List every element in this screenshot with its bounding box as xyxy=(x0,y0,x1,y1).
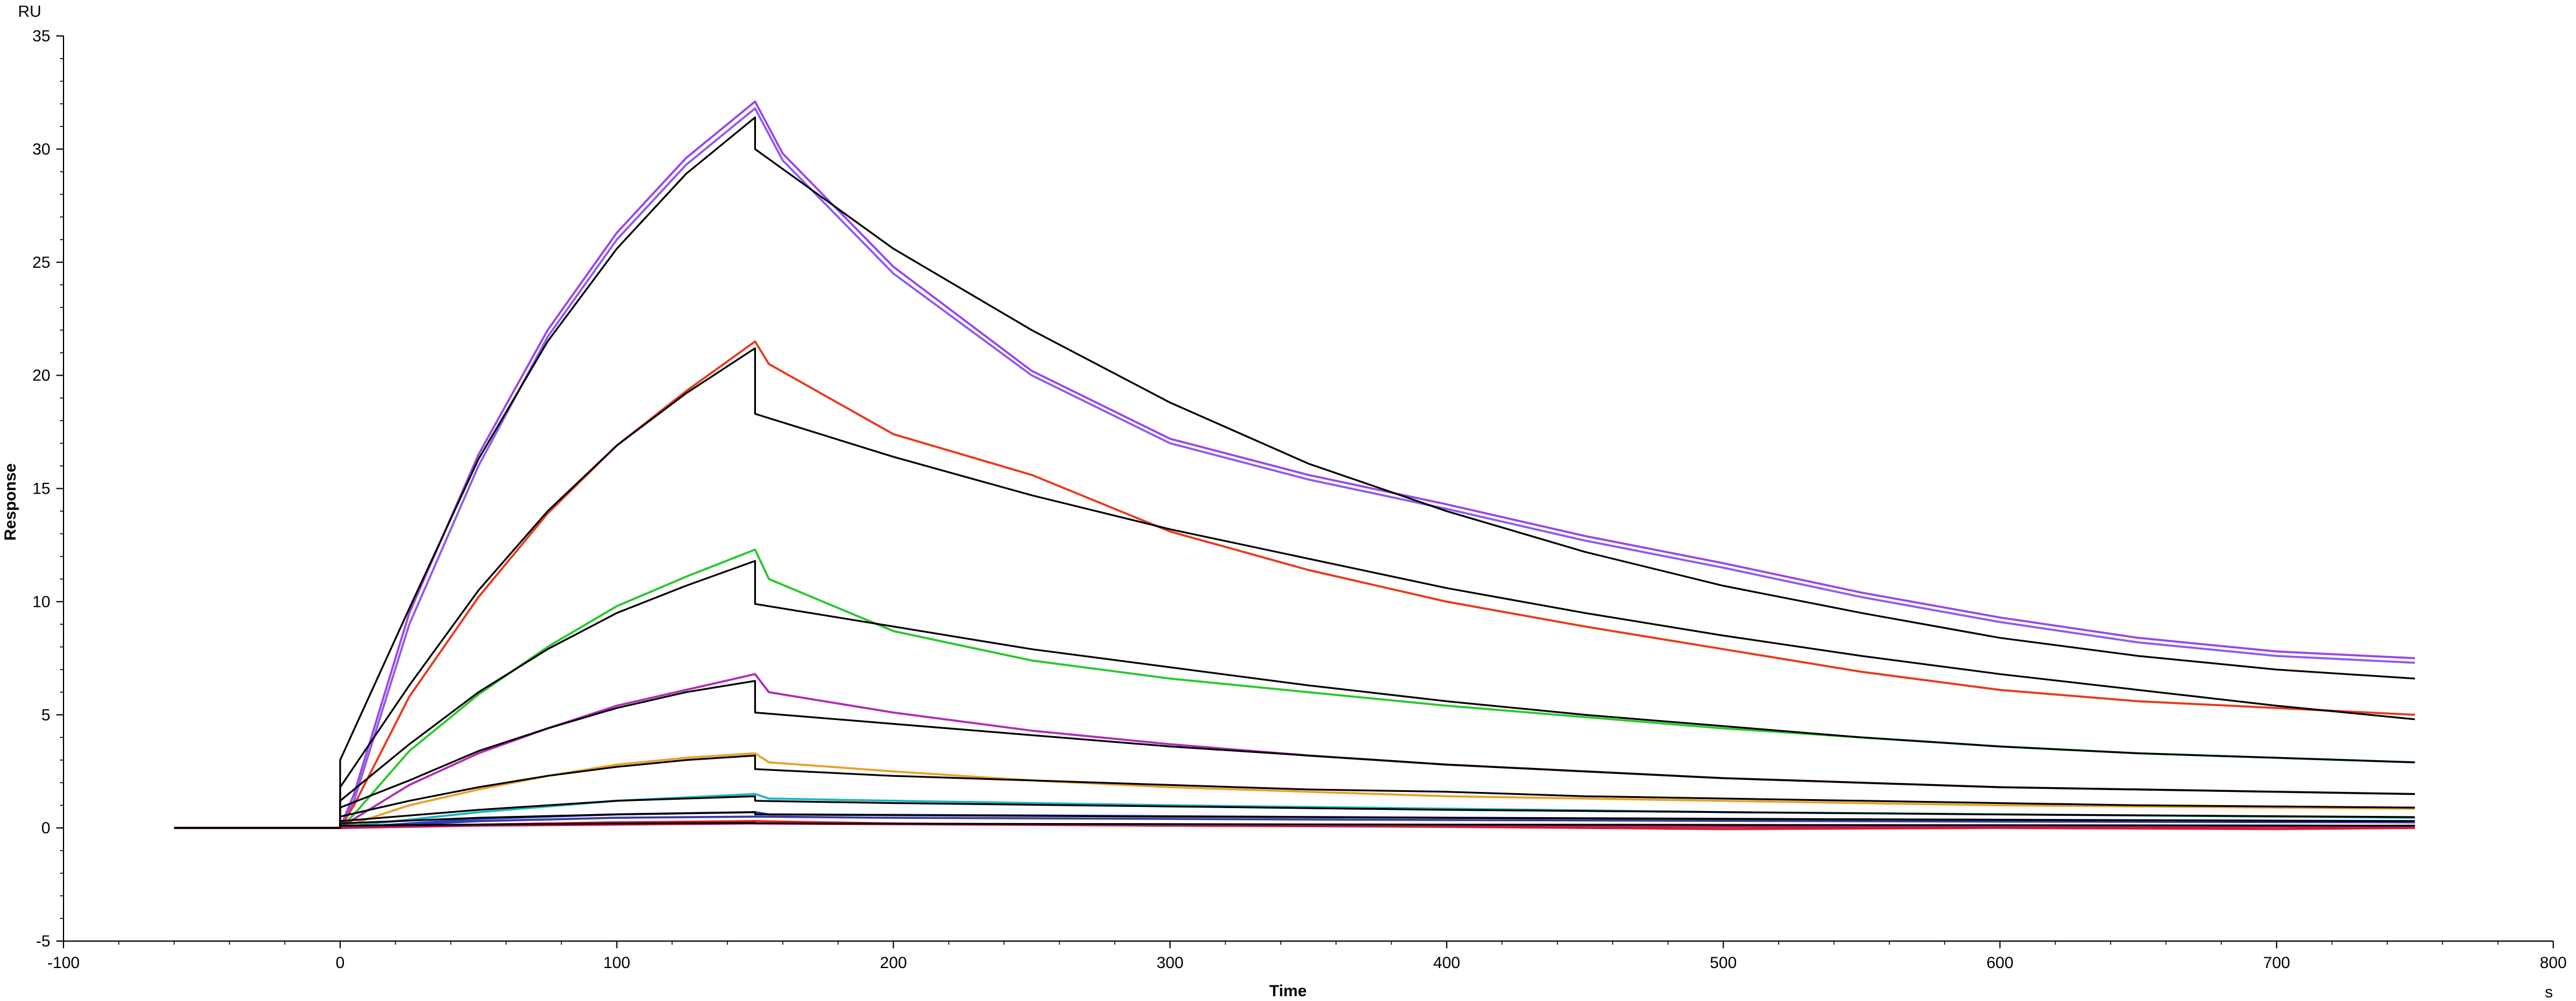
y-tick-label: 20 xyxy=(32,367,50,385)
y-tick-label: 15 xyxy=(32,480,50,498)
x-unit-label: s xyxy=(2545,983,2553,1001)
y-tick-label: 10 xyxy=(32,592,50,610)
y-tick-label: 30 xyxy=(32,140,50,158)
series-line-9 xyxy=(174,680,2415,829)
x-tick-label: 700 xyxy=(2263,954,2290,972)
series-line-4 xyxy=(174,340,2415,829)
chart-axes: -5 0 5 10 15 20 25 30 35 -100 0 100 200 300 400 500 600 7… xyxy=(32,27,2567,972)
y-tick-label: 0 xyxy=(41,819,50,837)
y-axis-title: Response xyxy=(1,463,19,540)
y-tick-label: 25 xyxy=(32,253,50,271)
x-axis-title: Time xyxy=(1269,982,1307,1000)
series-line-10 xyxy=(174,752,2415,829)
series-layer xyxy=(174,100,2415,830)
y-tick-label: 5 xyxy=(41,706,50,724)
series-line-13 xyxy=(174,795,2415,829)
x-tick-label: 400 xyxy=(1433,954,1460,972)
series-line-19 xyxy=(174,822,2415,829)
series-line-6 xyxy=(174,548,2415,829)
series-line-7 xyxy=(174,560,2415,829)
series-line-12 xyxy=(174,793,2415,829)
series-line-5 xyxy=(174,347,2415,829)
x-tick-label: 600 xyxy=(1987,954,2013,972)
x-tick-label: 300 xyxy=(1157,954,1184,972)
series-line-1 xyxy=(174,100,2415,829)
x-tick-label: 200 xyxy=(880,954,907,972)
x-tick-label: 100 xyxy=(603,954,630,972)
x-tick-label: 800 xyxy=(2539,954,2566,972)
series-line-11 xyxy=(174,754,2415,829)
y-tick-label: -5 xyxy=(36,932,50,950)
series-line-3 xyxy=(174,116,2415,829)
x-tick-label: 0 xyxy=(335,954,344,972)
y-unit-label: RU xyxy=(18,2,41,20)
series-line-2 xyxy=(174,107,2415,829)
x-tick-label: -100 xyxy=(47,954,80,972)
y-tick-label: 35 xyxy=(32,27,50,45)
x-tick-label: 500 xyxy=(1710,954,1737,972)
